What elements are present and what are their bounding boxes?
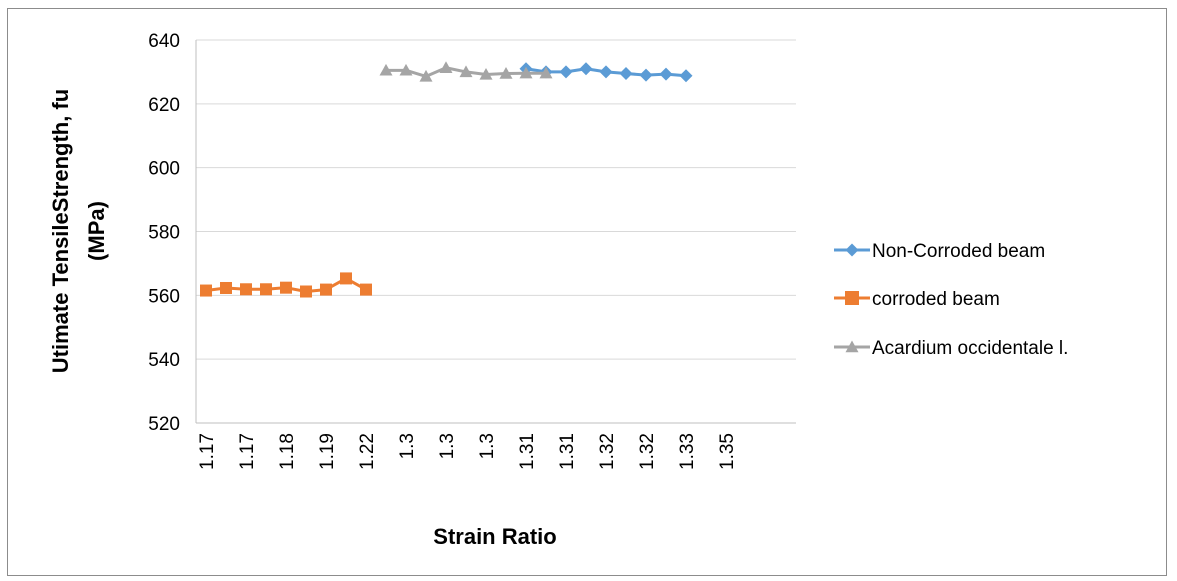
data-point-square	[300, 285, 312, 298]
y-axis-title-line1: Utimate TensileStrength, fu	[48, 89, 73, 373]
x-tick-label: 1.31	[557, 433, 578, 470]
data-point-triangle	[379, 63, 393, 76]
legend-label: corroded beam	[872, 289, 1000, 310]
x-tick-label: 1.3	[477, 433, 498, 459]
data-point-square	[340, 272, 352, 285]
series-triangle	[379, 61, 553, 82]
data-point-diamond	[659, 67, 673, 81]
x-tick-label: 1.3	[437, 433, 458, 459]
y-tick-label: 580	[148, 223, 180, 244]
data-point-triangle	[419, 69, 433, 82]
x-axis-title: Strain Ratio	[433, 524, 556, 549]
data-point-diamond	[679, 69, 693, 83]
data-point-triangle	[519, 66, 533, 79]
y-tick-label: 640	[148, 31, 180, 52]
y-tick-label: 560	[148, 286, 180, 307]
data-point-diamond	[559, 65, 573, 79]
data-point-triangle	[845, 340, 859, 353]
data-point-diamond	[579, 62, 593, 76]
y-tick-label: 620	[148, 95, 180, 116]
data-point-triangle	[499, 67, 513, 79]
data-point-square	[280, 281, 292, 294]
x-tick-label: 1.22	[357, 433, 378, 470]
legend-entry: Non-Corroded beam	[834, 241, 1045, 262]
x-tick-label: 1.18	[277, 433, 298, 470]
gridlines	[195, 39, 796, 424]
x-tick-label: 1.17	[237, 433, 258, 470]
series-square	[200, 272, 372, 298]
x-tick-label: 1.17	[197, 433, 218, 470]
legend-entry: corroded beam	[834, 289, 1000, 310]
data-point-triangle	[479, 67, 493, 80]
data-point-diamond	[599, 65, 613, 79]
data-point-square	[320, 283, 332, 296]
x-tick-label: 1.19	[317, 433, 338, 470]
x-tick-label: 1.31	[517, 433, 538, 470]
data-point-diamond	[619, 67, 633, 81]
data-point-square	[260, 283, 272, 296]
series-group	[200, 61, 693, 298]
legend-label: Non-Corroded beam	[872, 241, 1045, 262]
data-point-square	[360, 283, 372, 296]
legend-label: Acardium occidentale l.	[872, 338, 1068, 359]
data-point-square	[240, 283, 252, 296]
data-point-diamond	[639, 68, 653, 82]
x-tick-label: 1.3	[397, 433, 418, 459]
data-point-triangle	[439, 61, 453, 73]
x-tick-label: 1.32	[637, 433, 658, 470]
x-axis-ticks: 1.17 1.17 1.18 1.19 1.22 1.3 1.3 1.3 1.31 1.31 1.3…	[197, 433, 738, 470]
x-tick-label: 1.33	[677, 433, 698, 470]
x-tick-label: 1.35	[717, 433, 738, 470]
data-point-square	[200, 284, 212, 297]
data-point-square	[845, 291, 859, 305]
x-tick-label: 1.32	[597, 433, 618, 470]
data-point-square	[220, 281, 232, 294]
data-point-triangle	[539, 66, 553, 79]
y-tick-label: 600	[148, 159, 180, 180]
y-axis-title-line2: (MPa)	[84, 201, 109, 261]
legend: Non-Corroded beam corroded beam Acardium o…	[834, 241, 1068, 359]
legend-entry: Acardium occidentale l.	[834, 338, 1068, 359]
data-point-diamond	[845, 243, 859, 257]
y-axis-ticks: 520 540 560 580 600 620 640	[148, 31, 180, 435]
data-point-triangle	[399, 63, 413, 76]
y-tick-label: 520	[148, 414, 180, 435]
y-tick-label: 540	[148, 350, 180, 371]
data-point-triangle	[459, 65, 473, 78]
